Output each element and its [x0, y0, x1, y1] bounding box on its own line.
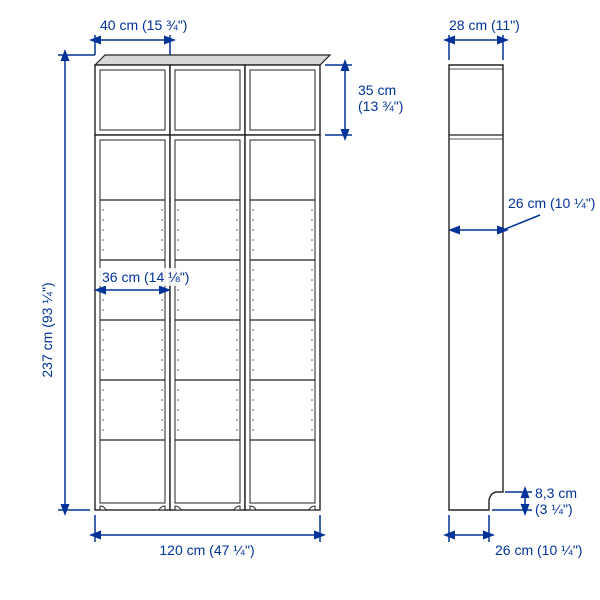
svg-text:28 cm (11"): 28 cm (11"): [449, 17, 520, 33]
side-view: [449, 65, 503, 510]
dim-total-height: 237 cm (93 ¼"): [39, 55, 95, 510]
svg-text:26 cm (10 ¼"): 26 cm (10 ¼"): [495, 542, 582, 558]
svg-text:120 cm (47 ¼"): 120 cm (47 ¼"): [159, 542, 254, 558]
dim-base-depth: 26 cm (10 ¼"): [449, 515, 582, 558]
svg-text:8,3 cm(3 ¼"): 8,3 cm(3 ¼"): [535, 485, 577, 517]
dim-depth-top: 28 cm (11"): [449, 17, 520, 60]
svg-text:40 cm (15 ¾"): 40 cm (15 ¾"): [100, 17, 187, 33]
dim-col-width: 40 cm (15 ¾"): [95, 17, 187, 55]
dim-total-width: 120 cm (47 ¼"): [95, 515, 320, 558]
svg-text:26 cm (10 ¼"): 26 cm (10 ¼"): [508, 195, 595, 211]
svg-text:36 cm (14 ⅛"): 36 cm (14 ⅛"): [102, 269, 189, 285]
dim-ext-height: 35 cm(13 ¾"): [325, 65, 403, 135]
svg-text:35 cm(13 ¾"): 35 cm(13 ¾"): [358, 82, 403, 114]
dim-base-height: 8,3 cm(3 ¼"): [492, 485, 577, 517]
svg-text:237 cm (93 ¼"): 237 cm (93 ¼"): [39, 282, 55, 377]
